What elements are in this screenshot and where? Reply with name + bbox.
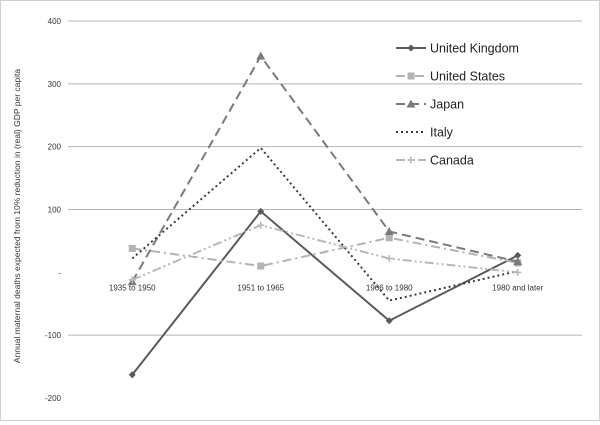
series-line bbox=[132, 211, 518, 374]
y-tick-label: -100 bbox=[45, 331, 62, 340]
x-category-label: 1951 to 1965 bbox=[237, 283, 284, 292]
y-tick-label: 300 bbox=[48, 80, 62, 89]
y-tick-label: 200 bbox=[48, 143, 62, 152]
series bbox=[132, 148, 518, 301]
y-axis-label: Annual maternal deaths expected from 10%… bbox=[12, 69, 22, 363]
series-line bbox=[132, 148, 518, 301]
series bbox=[129, 234, 522, 269]
legend-entry: Italy bbox=[396, 126, 454, 140]
data-point bbox=[129, 245, 136, 252]
series-line bbox=[132, 56, 518, 282]
data-point bbox=[408, 157, 415, 164]
legend-entry: Canada bbox=[396, 154, 474, 168]
legend: United Kingdom United States Japan Italy Can… bbox=[396, 42, 519, 168]
x-category-label: 1980 and later bbox=[492, 283, 543, 292]
data-point bbox=[386, 234, 393, 241]
legend-entry: United Kingdom bbox=[396, 42, 519, 56]
data-point bbox=[408, 45, 415, 52]
legend-label: Italy bbox=[430, 126, 454, 140]
data-point bbox=[385, 227, 394, 235]
data-point bbox=[386, 255, 393, 262]
data-point bbox=[514, 269, 521, 276]
legend-label: Japan bbox=[430, 98, 464, 112]
legend-label: United Kingdom bbox=[430, 42, 519, 56]
legend-label: Canada bbox=[430, 154, 474, 168]
y-tick-label: -200 bbox=[45, 394, 62, 403]
data-point bbox=[257, 222, 264, 229]
series bbox=[128, 52, 523, 286]
series bbox=[129, 208, 522, 378]
data-point bbox=[408, 73, 415, 80]
x-category-label: 1966 to 1980 bbox=[366, 283, 413, 292]
y-tick-label: 400 bbox=[48, 17, 62, 26]
legend-label: United States bbox=[430, 70, 505, 84]
data-point bbox=[257, 263, 264, 270]
y-tick-label: 100 bbox=[48, 206, 62, 215]
y-tick-label: - bbox=[58, 268, 61, 277]
data-point bbox=[256, 52, 265, 60]
legend-entry: United States bbox=[396, 70, 505, 84]
legend-entry: Japan bbox=[396, 98, 464, 112]
